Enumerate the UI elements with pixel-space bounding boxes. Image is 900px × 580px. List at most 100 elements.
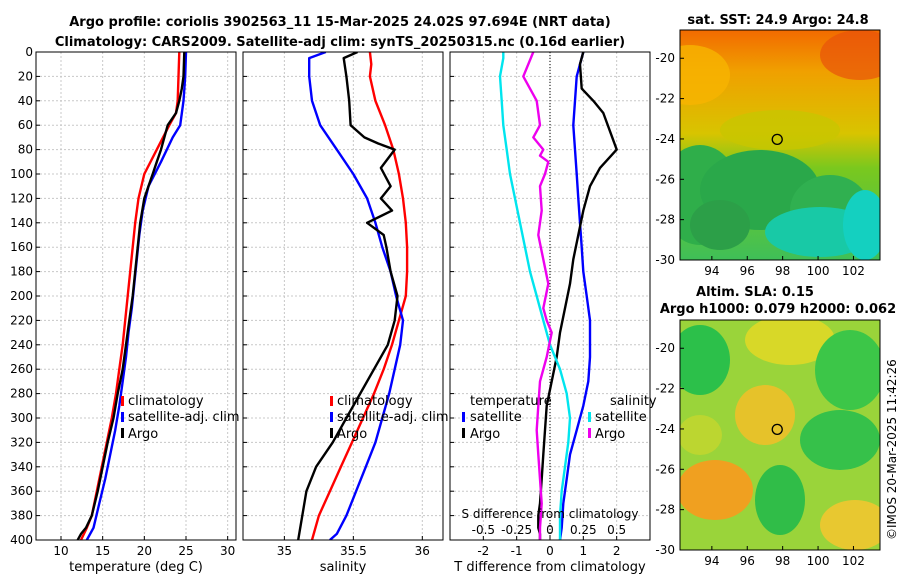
salinity-xlabel: salinity [320,560,367,575]
y-tick-label: 40 [18,94,33,108]
legend-label-s-satellite: satellite [595,410,647,425]
legend-swatch-t-satellite [462,412,465,422]
map-x-tick-label: 98 [775,264,790,278]
difference-xlabel: T difference from climatology [453,560,646,575]
copyright-timestamp: ©IMOS 20-Mar-2025 11:42:26 [885,359,899,540]
temperature-xlabel: temperature (deg C) [69,560,203,575]
map-y-tick-label: -20 [655,341,675,355]
series-line-argo [76,52,186,540]
difference-legend: temperature satellite Argo salinity sate… [462,394,657,442]
salinity-panel: 35 35.5 36 [242,51,444,558]
x-tick-label: 2 [613,544,621,558]
legend-label-argo: Argo [128,427,158,442]
sst-map [679,29,881,261]
sla-map-title-line2: Argo h1000: 0.079 h2000: 0.062 [660,302,896,317]
map-y-tick-label: -28 [655,213,675,227]
legend-label-s-argo: Argo [595,427,625,442]
legend-label-satellite: satellite-adj. clim [337,410,449,425]
map-y-tick-label: -22 [655,382,675,396]
x-tick-label: 10 [53,544,68,558]
y-tick-label: 220 [10,313,33,327]
s-difference-tick-label: -0.25 [501,523,532,537]
panel-frame [35,51,237,541]
map-x-tick-label: 102 [842,554,865,568]
y-tick-label: 400 [10,533,33,547]
legend-title-temperature: temperature [470,394,552,409]
x-tick-label: 1 [580,544,588,558]
y-tick-label: 180 [10,265,33,279]
s-difference-tick-label: 0.25 [570,523,597,537]
map-x-tick-label: 100 [807,554,830,568]
y-tick-label: 280 [10,387,33,401]
chart-title-line1: Argo profile: coriolis 3902563_11 15-Mar… [69,15,611,30]
legend-swatch-climatology [121,396,124,406]
map-x-tick-label: 96 [740,264,755,278]
x-tick-label: 30 [220,544,235,558]
y-tick-label: 100 [10,167,33,181]
x-tick-label: 15 [95,544,110,558]
map-y-tick-label: -20 [655,51,675,65]
y-tick-label: 380 [10,509,33,523]
y-tick-label: 80 [18,143,33,157]
y-tick-label: 300 [10,411,33,425]
argo-location-marker [771,133,783,146]
x-tick-label: -1 [511,544,523,558]
temperature-legend: climatology satellite-adj. clim Argo [121,394,240,442]
y-tick-label: 160 [10,240,33,254]
map-axes: 94 96 98 100 102 -30 -28 -26 -24 -22 -20 94 96 98 100 1… [655,51,865,568]
map-y-tick-label: -24 [655,132,675,146]
legend-label-t-argo: Argo [470,427,500,442]
legend-swatch-s-argo [588,428,591,438]
legend-title-salinity: salinity [610,394,657,409]
map-x-tick-label: 94 [704,554,719,568]
x-tick-label: 36 [415,544,430,558]
legend-swatch-t-argo [462,428,465,438]
series-line-t-satellite [558,52,592,540]
x-tick-label: 35.5 [340,544,367,558]
legend-swatch-argo [121,428,124,438]
legend-label-climatology: climatology [337,394,413,409]
legend-label-climatology: climatology [128,394,204,409]
y-tick-label: 320 [10,435,33,449]
y-tick-label: 140 [10,216,33,230]
legend-label-t-satellite: satellite [470,410,522,425]
x-tick-label: 0 [546,544,554,558]
temperature-panel: 10 15 20 25 30020406080100120140160180200220… [10,45,237,558]
series-line-s-satellite [498,52,572,540]
y-tick-label: 0 [25,45,33,59]
map-y-tick-label: -30 [655,253,675,267]
map-y-tick-label: -24 [655,422,675,436]
map-x-tick-label: 100 [807,264,830,278]
legend-swatch-s-satellite [588,412,591,422]
map-x-tick-label: 98 [775,554,790,568]
series-line-s-argo [522,52,553,540]
s-difference-tick-label: 0.5 [607,523,626,537]
s-difference-tick-label: 0 [546,523,554,537]
series-line-argo [297,52,399,540]
s-difference-axis-label: S difference from climatology [462,507,639,521]
legend-swatch-climatology [330,396,333,406]
sst-map-title: sat. SST: 24.9 Argo: 24.8 [687,13,868,28]
x-tick-label: 25 [178,544,193,558]
y-tick-label: 60 [18,118,33,132]
legend-label-satellite: satellite-adj. clim [128,410,240,425]
map-y-tick-label: -26 [655,462,675,476]
map-x-tick-label: 102 [842,264,865,278]
y-tick-label: 240 [10,338,33,352]
series-line-climatology [310,52,409,540]
y-tick-label: 340 [10,460,33,474]
y-tick-label: 200 [10,289,33,303]
x-tick-label: 35 [277,544,292,558]
difference-panel: -2 -1 0 1 2 [449,51,651,558]
legend-swatch-satellite [330,412,333,422]
y-tick-label: 20 [18,69,33,83]
legend-label-argo: Argo [337,427,367,442]
map-x-tick-label: 94 [704,264,719,278]
map-y-tick-label: -28 [655,503,675,517]
series-line-satellite-adj-clim [308,52,405,540]
y-tick-label: 360 [10,484,33,498]
panel-frame [449,51,651,541]
s-difference-ticks: -0.5 -0.25 0 0.25 0.5 [472,523,627,537]
legend-swatch-argo [330,428,333,438]
